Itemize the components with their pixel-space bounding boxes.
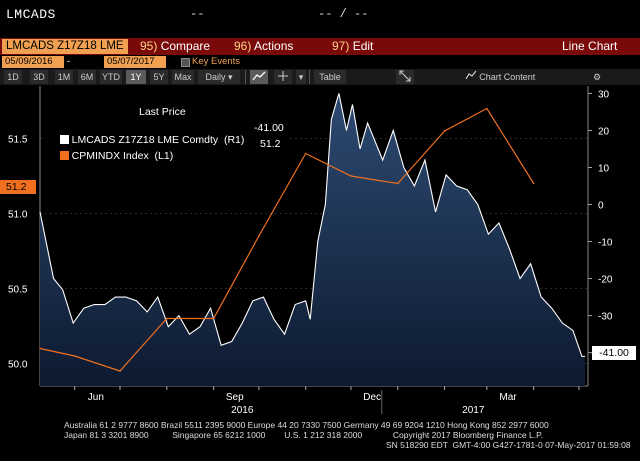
series-line-cpmindx <box>39 107 535 372</box>
start-date-field[interactable]: 05/09/2016 <box>2 56 64 68</box>
series-area-lmcads <box>40 93 585 386</box>
compare-button[interactable]: 95) Compare <box>140 38 210 55</box>
series-2-swatch <box>59 151 69 160</box>
left-tick-label: 50.0 <box>8 360 28 371</box>
left-axis-last-value: 51.2 <box>0 180 36 194</box>
title-bar <box>0 0 640 34</box>
toolbar-divider <box>245 70 246 84</box>
end-date-field[interactable]: 05/07/2017 <box>104 56 166 68</box>
actions-button[interactable]: 96) Actions <box>234 38 293 55</box>
key-events-checkbox[interactable] <box>181 58 190 67</box>
right-tick-label: 0 <box>598 201 604 212</box>
period-1d[interactable]: 1D <box>4 70 22 84</box>
key-events-label: Key Events <box>192 56 241 67</box>
right-axis-last-value: -41.00 <box>592 346 636 360</box>
expand-icon[interactable] <box>396 70 414 84</box>
series-point-cpmindx <box>166 317 168 320</box>
left-tick-label: 50.5 <box>8 285 28 296</box>
period-5y[interactable]: 5Y <box>150 70 168 84</box>
series-point-cpmindx <box>119 370 121 372</box>
chart-content-icon <box>465 70 480 82</box>
year-label: 2017 <box>462 405 485 415</box>
toolbar-divider <box>309 70 310 84</box>
period-max[interactable]: Max <box>172 70 194 84</box>
crosshair-icon[interactable] <box>274 70 292 84</box>
x-tick-label: Dec <box>363 392 381 403</box>
right-tick-label: -10 <box>598 238 613 249</box>
ticker-title: LMCADS <box>6 7 56 22</box>
frequency-select[interactable]: Daily ▾ <box>198 70 240 84</box>
legend-series-1: LMCADS Z17Z18 LME Comdty (R1) -41.00 <box>48 122 284 170</box>
date-row <box>0 55 640 69</box>
footer-line-3: SN 518290 EDT GMT-4:00 G427-1781-0 07-Ma… <box>386 440 631 450</box>
command-bar <box>0 38 640 55</box>
legend-header: Last Price <box>139 106 186 118</box>
period-ytd[interactable]: YTD <box>100 70 122 84</box>
compare-number: 95) <box>140 39 158 53</box>
footer-line-2: Japan 81 3 3201 8900 Singapore 65 6212 1… <box>64 430 544 440</box>
chevron-down-icon: ▾ <box>228 72 233 82</box>
series-point-cpmindx <box>73 355 76 357</box>
right-tick-label: 20 <box>598 126 610 137</box>
left-tick-label: 51.0 <box>8 210 28 221</box>
edit-label: Edit <box>352 39 374 53</box>
series-point-cpmindx <box>212 317 215 320</box>
series-1-value: -41.00 <box>254 122 284 134</box>
compare-label: Compare <box>160 39 211 53</box>
series-point-cpmindx <box>532 182 535 185</box>
chart-legend: Last Price LMCADS Z17Z18 LME Comdty (R1)… <box>44 104 290 162</box>
table-button[interactable]: Table <box>314 70 346 84</box>
series-point-cpmindx <box>396 182 399 185</box>
right-tick-label: -20 <box>598 275 613 286</box>
chart-type-label[interactable]: Line Chart <box>562 39 618 53</box>
legend-series-2: CPMINDX Index (L1) 51.2 <box>48 138 280 186</box>
x-tick-label: Sep <box>226 392 244 403</box>
right-tick-label: 30 <box>598 89 610 100</box>
frequency-label: Daily <box>205 72 226 82</box>
period-6m[interactable]: 6M <box>78 70 96 84</box>
series-point-cpmindx <box>258 235 260 237</box>
actions-label: Actions <box>254 39 294 53</box>
period-3d[interactable]: 3D <box>30 70 48 84</box>
series-1-swatch <box>59 135 69 144</box>
series-2-value: 51.2 <box>260 138 281 150</box>
security-field[interactable]: LMCADS Z17Z18 LME <box>2 39 128 54</box>
left-tick-label: 51.5 <box>8 135 28 146</box>
series-point-cpmindx <box>443 130 446 132</box>
footer <box>0 415 640 461</box>
series-line-lmcads <box>39 93 585 357</box>
chevron-down-icon[interactable]: ▾ <box>296 70 306 84</box>
edit-number: 97) <box>332 39 350 53</box>
series-point-cpmindx <box>304 152 307 155</box>
period-1m[interactable]: 1M <box>55 70 73 84</box>
edit-button[interactable]: 97) Edit <box>332 38 373 55</box>
price-placeholder: -- <box>190 7 205 21</box>
series-point-cpmindx <box>350 175 352 177</box>
date-separator: - <box>67 56 71 67</box>
line-tool-icon[interactable] <box>250 70 268 84</box>
series-point-cpmindx <box>39 347 41 350</box>
footer-line-1: Australia 61 2 9777 8600 Brazil 5511 239… <box>64 420 549 430</box>
x-tick-label: Mar <box>499 392 517 403</box>
period-1y[interactable]: 1Y <box>126 70 146 84</box>
series-1-label: LMCADS Z17Z18 LME Comdty (R1) <box>71 134 245 146</box>
settings-gear-icon[interactable]: ⚙ <box>588 70 606 84</box>
series-point-cpmindx <box>486 107 488 110</box>
chart-content-label: Chart Content <box>479 72 536 82</box>
right-tick-label: -30 <box>598 312 613 323</box>
chart-content-button[interactable]: Chart Content <box>450 70 550 84</box>
change-placeholder: -- / -- <box>318 7 369 21</box>
year-label: 2016 <box>231 405 254 415</box>
right-tick-label: 10 <box>598 163 610 174</box>
actions-number: 96) <box>234 39 252 53</box>
series-2-label: CPMINDX Index (L1) <box>71 150 174 162</box>
x-tick-label: Jun <box>88 392 104 403</box>
